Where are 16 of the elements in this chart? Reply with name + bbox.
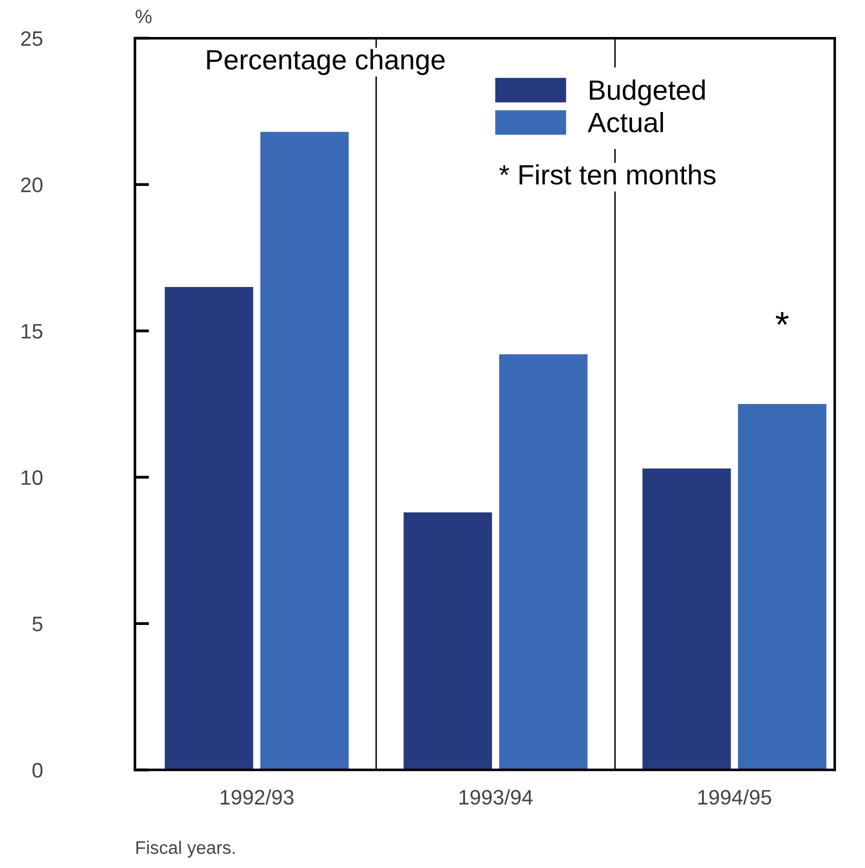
legend-label: Budgeted	[590, 80, 705, 106]
y-tick-label: 25	[21, 31, 42, 46]
annotation: *	[776, 312, 789, 325]
x-tick-label: 1992/93	[220, 789, 294, 805]
annotation: * First ten months	[499, 164, 716, 185]
y-tick-label: 20	[21, 178, 42, 192]
x-tick-label: 1994/95	[698, 789, 772, 805]
y-tick-label: 0	[32, 762, 42, 778]
y-axis-title: %	[136, 10, 152, 24]
text: Fiscal years.	[136, 840, 235, 858]
y-tick-label: 15	[22, 324, 42, 339]
chart-subtitle: Percentage change	[207, 49, 445, 76]
y-tick-label: 10	[22, 470, 42, 485]
legend-label: Actual	[588, 112, 663, 132]
x-tick-label: 1993/94	[460, 789, 533, 805]
y-tick-label: 5	[32, 616, 42, 632]
